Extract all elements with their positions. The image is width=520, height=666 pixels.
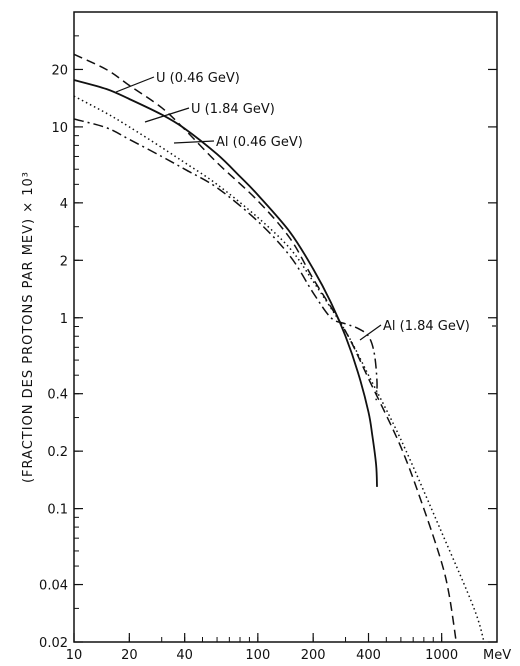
leader-line-1: [144, 107, 190, 123]
series-line-0: [73, 79, 378, 487]
series-label-u-046: U (0.46 GeV): [156, 71, 240, 86]
series-line-3: [73, 118, 378, 401]
x-tick-label: 40: [176, 648, 193, 663]
series-line-1: [73, 53, 457, 643]
y-axis-label: (FRACTION DES PROTONS PAR MEV) × 10³: [21, 171, 36, 483]
plot-frame: [73, 11, 498, 643]
y-tick-label: 0.1: [47, 503, 68, 518]
x-tick-label: 400: [356, 648, 381, 663]
axis-tick-labels: 10 20 40 100 200 400 1000 20 10 4 2 1 0.4 0.2 0.1 0.04 0…: [39, 63, 458, 663]
series-curves: [73, 53, 485, 643]
y-tick-label: 10: [51, 121, 68, 136]
leader-line-2: [173, 140, 215, 144]
leader-line-3: [359, 324, 382, 341]
label-leader-lines: [115, 76, 496, 341]
series-line-2: [73, 95, 485, 643]
x-tick-label: 1000: [425, 648, 458, 663]
y-tick-label: 4: [60, 197, 68, 212]
series-label-al-184: Al (1.84 GeV): [383, 319, 470, 334]
series-label-u-184: U (1.84 GeV): [191, 102, 275, 117]
x-tick-label: 100: [245, 648, 270, 663]
x-tick-label: 20: [121, 648, 138, 663]
leader-line-0: [115, 76, 155, 93]
y-tick-label: 1: [60, 312, 68, 327]
y-tick-label: 2: [60, 254, 68, 269]
y-tick-label: 0.02: [39, 636, 68, 651]
axis-ticks: [73, 35, 497, 643]
series-label-al-046: Al (0.46 GeV): [216, 135, 303, 150]
y-tick-label: 0.2: [47, 445, 68, 460]
x-tick-label: 200: [301, 648, 326, 663]
y-tick-label: 20: [51, 63, 68, 78]
x-axis-unit: MeV: [483, 648, 511, 663]
y-tick-label: 0.4: [47, 388, 68, 403]
x-tick-label: 10: [66, 648, 83, 663]
y-tick-label: 0.04: [39, 579, 68, 594]
